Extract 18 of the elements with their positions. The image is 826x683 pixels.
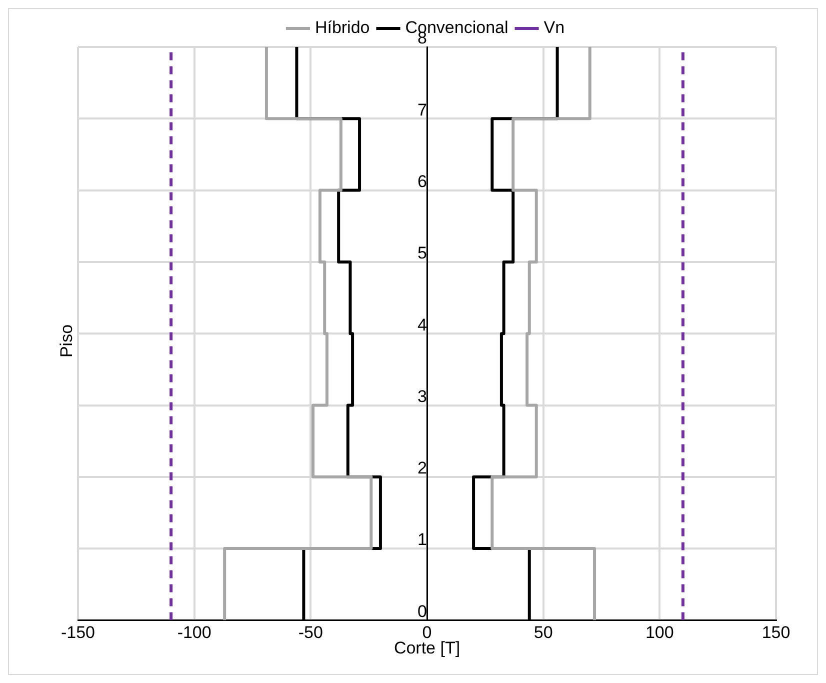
y-tick-label: 2 bbox=[418, 458, 427, 478]
x-tick-label: -150 bbox=[60, 623, 96, 642]
y-tick-label: 6 bbox=[418, 172, 427, 191]
y-tick-label: 1 bbox=[418, 530, 427, 550]
legend-label: Híbrido bbox=[314, 18, 370, 38]
x-tick-label: -100 bbox=[177, 623, 212, 642]
x-tick-label: 100 bbox=[645, 623, 674, 642]
x-tick-label: -50 bbox=[298, 623, 323, 642]
x-tick-label: 150 bbox=[762, 623, 790, 642]
y-tick-label: 4 bbox=[418, 315, 427, 334]
x-axis-title: Corte [T] bbox=[394, 638, 460, 658]
y-tick-label: 7 bbox=[418, 100, 427, 120]
x-tick-label: 50 bbox=[534, 623, 553, 642]
y-tick-label: 3 bbox=[418, 386, 427, 406]
legend-label: Vn bbox=[544, 18, 565, 38]
y-tick-label: 5 bbox=[418, 244, 427, 263]
y-axis-title: Piso bbox=[57, 324, 77, 358]
y-tick-label: 0 bbox=[418, 602, 427, 621]
